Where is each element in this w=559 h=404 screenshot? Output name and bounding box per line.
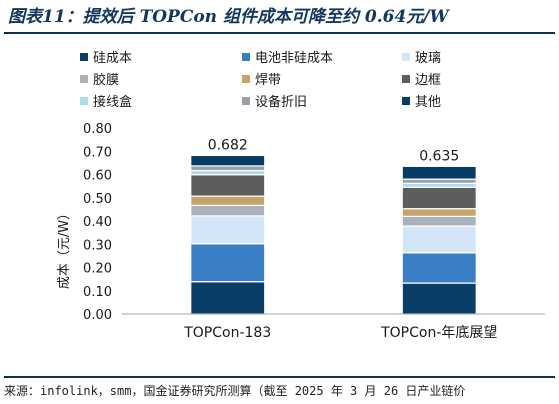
legend-label: 其他 (415, 95, 441, 110)
source-note: 来源：infolink，smm，国金证券研究所测算（截至 2025 年 3 月 … (4, 384, 466, 398)
x-tick-label: TOPCon-183 (183, 325, 271, 341)
stacked-bar: 0.635 (401, 148, 477, 315)
legend-swatch (402, 97, 410, 105)
x-axis: TOPCon-183 TOPCon-年底展望 (122, 313, 545, 341)
bar-segment (401, 178, 477, 184)
y-tick-label: 0.40 (83, 215, 112, 230)
bar-segment (401, 282, 477, 315)
legend-label: 硅成本 (93, 51, 132, 66)
legend-swatch (242, 97, 250, 105)
legend-label: 焊带 (255, 72, 281, 88)
legend-swatch (80, 97, 88, 105)
legend-item: 电池非硅成本 (242, 51, 333, 66)
legend-item: 焊带 (242, 72, 281, 88)
legend-item: 玻璃 (402, 51, 441, 66)
legend-swatch (402, 53, 410, 61)
bar-segment (401, 165, 477, 180)
bar-segment (190, 174, 266, 197)
bar-segment (190, 204, 266, 217)
bar-segment (401, 225, 477, 254)
bar-segment (190, 154, 266, 167)
legend-label: 接线盒 (93, 94, 132, 110)
legend-label: 设备折旧 (255, 94, 307, 110)
bar-segment (401, 186, 477, 210)
y-tick-label: 0.20 (83, 262, 112, 277)
bar-segment (401, 252, 477, 284)
bar-total-label: 0.635 (419, 148, 459, 164)
legend-swatch (80, 53, 88, 61)
legend-item: 硅成本 (80, 51, 132, 66)
bar-segment (190, 281, 266, 315)
bars: 0.682 0.635 (190, 137, 477, 315)
legend-item: 设备折旧 (242, 94, 307, 110)
stacked-bar: 0.682 (190, 137, 266, 315)
y-tick-label: 0.10 (83, 285, 112, 300)
bar-segment (401, 215, 477, 227)
chart-title: 图表11：提效后 TOPCon 组件成本可降至约 0.64元/W (8, 7, 449, 27)
y-tick-label: 0.30 (83, 238, 112, 253)
y-tick-label: 0.70 (83, 145, 112, 160)
y-tick-label: 0.80 (83, 122, 112, 137)
legend-swatch (242, 53, 250, 61)
bar-segment (190, 195, 266, 207)
legend-swatch (80, 75, 88, 83)
y-tick-label: 0.50 (83, 192, 112, 207)
bar-segment (190, 165, 266, 172)
y-axis-label: 成本（元/W） (57, 207, 72, 289)
legend-label: 电池非硅成本 (255, 51, 333, 66)
legend-swatch (402, 75, 410, 83)
y-tick-label: 0.00 (83, 308, 112, 323)
bar-segment (190, 169, 266, 176)
title-rule (4, 32, 555, 34)
bar-segment (190, 215, 266, 245)
legend-label: 边框 (415, 73, 441, 88)
x-tick-label: TOPCon-年底展望 (380, 325, 497, 341)
y-axis: 0.00 0.10 0.20 0.30 0.40 0.50 0.60 0.70 0.80 (83, 122, 112, 323)
bar-segment (401, 208, 477, 217)
legend-label: 玻璃 (415, 51, 441, 66)
source-rule (4, 376, 555, 378)
legend-item: 接线盒 (80, 94, 132, 110)
bar-segment (190, 243, 266, 283)
legend-item: 其他 (402, 95, 441, 110)
bar-total-label: 0.682 (208, 137, 248, 153)
legend-swatch (242, 75, 250, 83)
legend-item: 胶膜 (80, 72, 119, 88)
legend-item: 边框 (402, 73, 441, 88)
legend-label: 胶膜 (93, 72, 119, 88)
y-tick-label: 0.60 (83, 169, 112, 184)
